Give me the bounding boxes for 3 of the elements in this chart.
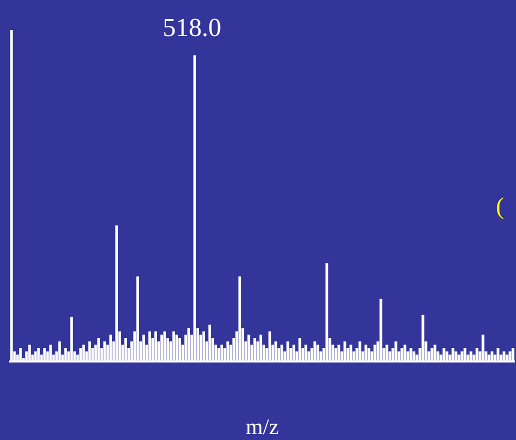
x-axis-title: m/z xyxy=(246,414,279,439)
annotation: 518.0 xyxy=(162,13,222,42)
annotation: ( xyxy=(496,194,504,220)
